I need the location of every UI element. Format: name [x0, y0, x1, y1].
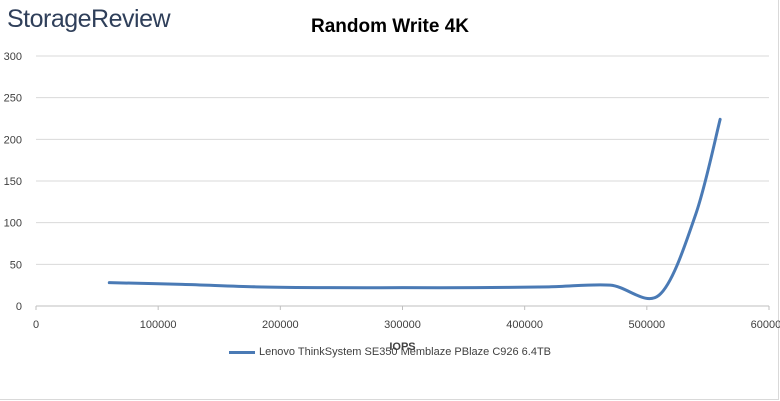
y-tick-label: 50	[10, 259, 22, 271]
legend: Lenovo ThinkSystem SE350 Memblaze PBlaze…	[0, 345, 780, 359]
series-line	[107, 117, 722, 301]
y-tick-label: 0	[16, 301, 22, 313]
legend-swatch	[228, 350, 255, 354]
chart-title: Random Write 4K	[310, 16, 469, 37]
y-tick-label: 150	[4, 176, 22, 188]
x-tick-label: 400000	[506, 319, 543, 331]
y-tick-label: 100	[4, 218, 22, 230]
x-tick-label: 200000	[262, 319, 299, 331]
y-tick-label: 250	[4, 93, 22, 105]
y-axis-ticks: 0 50 100 150 200 250 300	[4, 51, 22, 313]
x-tick-label: 500000	[628, 319, 665, 331]
x-tick-label: 0	[33, 319, 39, 331]
gridlines	[36, 55, 769, 307]
series-group	[107, 117, 722, 301]
x-tick-label: 300000	[384, 319, 421, 331]
x-tick-label: 100000	[140, 319, 177, 331]
storagereview-logo: StorageReview	[7, 5, 171, 33]
x-tick-label: 600000	[751, 319, 780, 331]
y-tick-label: 300	[4, 51, 22, 63]
x-axis-label: IOPS	[389, 341, 415, 353]
x-axis-ticks: 0 100000 200000 300000 400000 500000 600000	[33, 305, 780, 331]
legend-label: Lenovo ThinkSystem SE350 Memblaze PBlaze…	[258, 346, 552, 358]
y-tick-label: 200	[4, 134, 22, 146]
